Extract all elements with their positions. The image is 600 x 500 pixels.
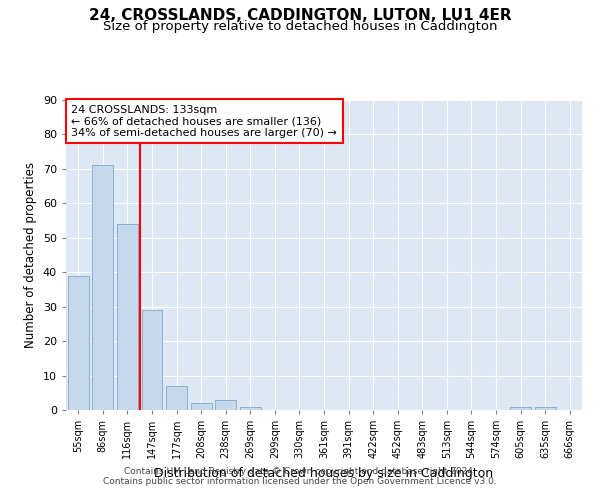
Bar (240, 406, 261, 410)
Text: Size of property relative to detached houses in Caddington: Size of property relative to detached ho… (103, 20, 497, 33)
Text: 24 CROSSLANDS: 133sqm
← 66% of detached houses are smaller (136)
34% of semi-det: 24 CROSSLANDS: 133sqm ← 66% of detached … (71, 104, 337, 138)
Bar (117, 224, 138, 410)
Text: Contains public sector information licensed under the Open Government Licence v3: Contains public sector information licen… (103, 477, 497, 486)
Bar (92, 166, 113, 410)
Text: 24, CROSSLANDS, CADDINGTON, LUTON, LU1 4ER: 24, CROSSLANDS, CADDINGTON, LUTON, LU1 4… (89, 8, 511, 22)
Bar (215, 400, 236, 410)
Text: Contains HM Land Registry data © Crown copyright and database right 2024.: Contains HM Land Registry data © Crown c… (124, 467, 476, 476)
Bar (535, 406, 556, 410)
Bar (142, 310, 163, 410)
Bar (68, 276, 89, 410)
Bar (166, 386, 187, 410)
X-axis label: Distribution of detached houses by size in Caddington: Distribution of detached houses by size … (154, 466, 494, 479)
Y-axis label: Number of detached properties: Number of detached properties (24, 162, 37, 348)
Bar (191, 403, 212, 410)
Bar (510, 406, 531, 410)
